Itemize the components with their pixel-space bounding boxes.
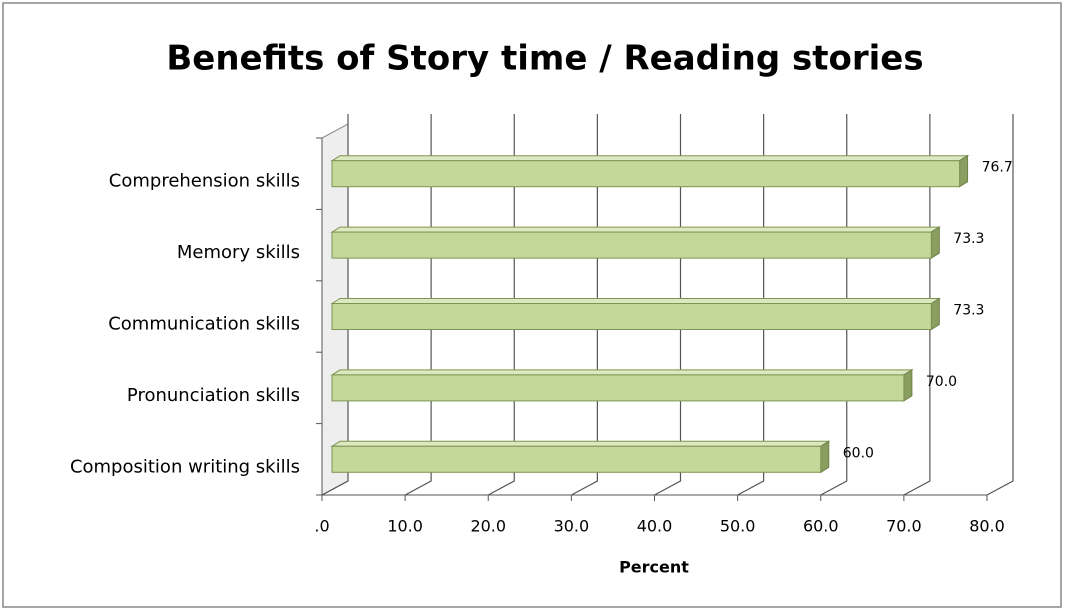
x-tick-label: 50.0 bbox=[720, 517, 756, 536]
value-label: 60.0 bbox=[843, 445, 874, 461]
bar-side bbox=[930, 297, 940, 331]
y-tick-label: Pronunciation skills bbox=[127, 385, 300, 406]
bar bbox=[331, 160, 961, 188]
bar bbox=[331, 374, 905, 402]
chart-title: Benefits of Story time / Reading stories bbox=[166, 39, 923, 79]
bar-side bbox=[959, 154, 969, 188]
x-tick-label: 80.0 bbox=[969, 517, 1005, 536]
x-tick-label: 40.0 bbox=[637, 517, 673, 536]
y-tick-label: Comprehension skills bbox=[109, 171, 300, 192]
y-tick-label: Composition writing skills bbox=[70, 456, 300, 477]
bar-top bbox=[330, 440, 831, 447]
value-label: 73.3 bbox=[953, 303, 984, 319]
x-tick-label: 70.0 bbox=[886, 517, 922, 536]
value-label: 73.3 bbox=[953, 231, 984, 247]
bar bbox=[331, 445, 822, 473]
bar-top bbox=[330, 226, 942, 233]
bar-top bbox=[330, 298, 942, 304]
x-tick-label: 60.0 bbox=[803, 517, 839, 536]
grid-line bbox=[986, 114, 1014, 496]
bar bbox=[331, 231, 932, 259]
bar-top bbox=[330, 155, 970, 162]
bar-side bbox=[903, 368, 913, 402]
y-tick-label: Memory skills bbox=[177, 242, 300, 263]
x-tick-label: 30.0 bbox=[554, 517, 590, 536]
value-label: 70.0 bbox=[926, 374, 957, 390]
x-tick-label: .0 bbox=[314, 517, 329, 536]
x-tick-label: 20.0 bbox=[470, 517, 506, 536]
bar bbox=[331, 303, 932, 330]
value-label: 76.7 bbox=[982, 160, 1013, 176]
bar-side bbox=[930, 226, 940, 260]
bar-side bbox=[820, 440, 830, 474]
x-axis-label: Percent bbox=[619, 558, 689, 577]
bar-top bbox=[330, 369, 914, 376]
x-tick-label: 10.0 bbox=[387, 517, 423, 536]
y-tick-label: Communication skills bbox=[108, 314, 300, 335]
